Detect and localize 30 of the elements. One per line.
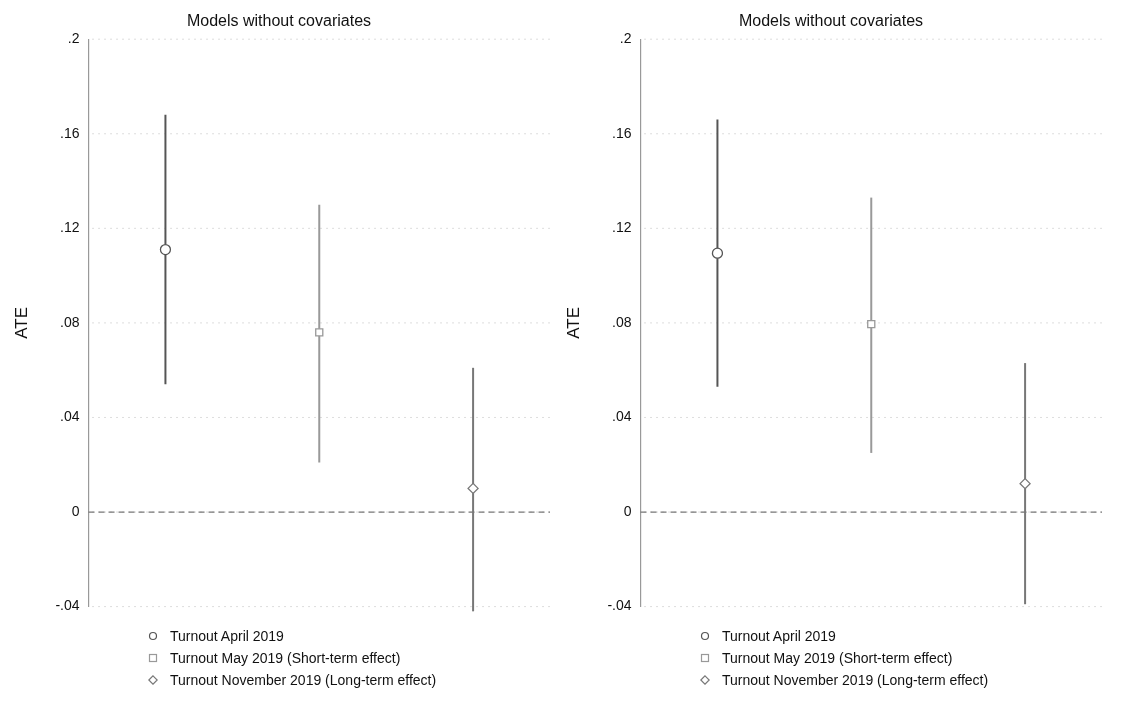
point xyxy=(315,328,324,337)
chart-title: Models without covariates xyxy=(186,12,372,30)
y-tick-label: .12 xyxy=(60,219,80,236)
chart-title: Models without covariates xyxy=(738,12,924,30)
legend-label: Turnout November 2019 (Long-term effect) xyxy=(722,672,989,688)
legend-label: Turnout May 2019 (Short-term effect) xyxy=(170,650,401,666)
y-axis-title: ATE xyxy=(11,306,31,339)
point xyxy=(711,247,724,259)
y-tick-label: .08 xyxy=(612,313,632,330)
y-tick-label: 0 xyxy=(623,502,632,519)
y-tick-label: .2 xyxy=(67,30,80,47)
legend-label: Turnout April 2019 xyxy=(722,628,836,644)
y-tick-label: .16 xyxy=(612,124,632,141)
y-tick-label: .16 xyxy=(60,124,80,141)
y-tick-label: -.04 xyxy=(607,597,632,614)
point xyxy=(1019,478,1031,490)
point xyxy=(867,319,876,329)
y-tick-label: 0 xyxy=(71,502,80,519)
legend-label: Turnout May 2019 (Short-term effect) xyxy=(722,650,953,666)
y-tick-label: .12 xyxy=(612,219,632,236)
y-tick-label: -.04 xyxy=(55,597,80,614)
legend-label: Turnout April 2019 xyxy=(170,628,284,644)
point xyxy=(159,243,172,256)
y-tick-label: .08 xyxy=(60,313,80,330)
y-tick-label: .04 xyxy=(612,408,632,425)
point xyxy=(467,482,479,495)
y-axis-title: ATE xyxy=(563,306,583,339)
y-tick-label: .2 xyxy=(619,30,632,47)
legend-label: Turnout November 2019 (Long-term effect) xyxy=(170,672,437,688)
y-tick-label: .04 xyxy=(60,408,80,425)
